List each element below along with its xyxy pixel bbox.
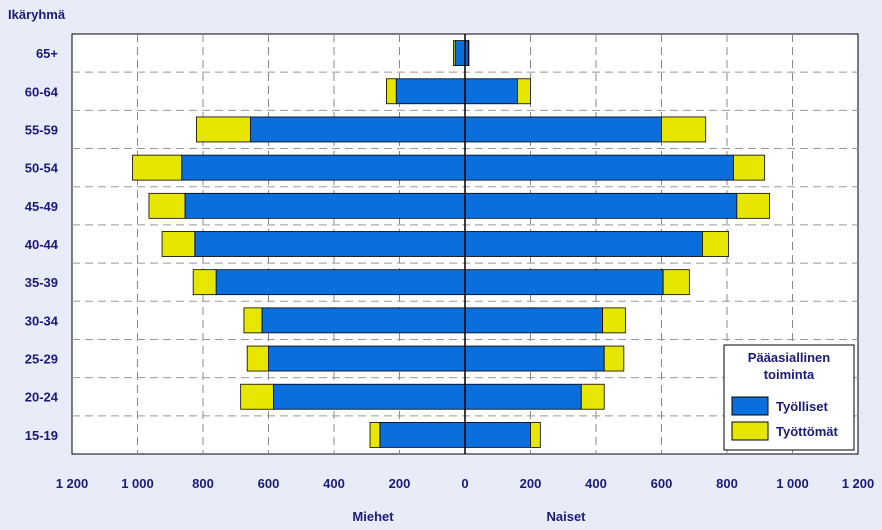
category-labels: 65+ 60-64 55-59 50-54 45-49 40-44 35-39 30-34 25…	[25, 46, 59, 443]
bar-left-unemployed-25-29	[246, 345, 269, 372]
x-tick-label: 1 200	[842, 476, 875, 491]
x-tick-label: 800	[192, 476, 214, 491]
x-tick-label: 600	[258, 476, 280, 491]
bar-left-employed-50-54	[181, 154, 466, 181]
bar-right-employed-30-34	[464, 307, 603, 334]
bar-left-employed-30-34	[261, 307, 466, 334]
x-tick-label: 200	[389, 476, 411, 491]
chart-title: Ikäryhmä	[8, 7, 66, 22]
category-label: 60-64	[25, 84, 59, 99]
bar-right-unemployed-30-34	[602, 307, 626, 334]
category-label: 35-39	[25, 275, 58, 290]
bar-right-unemployed-45-49	[736, 192, 770, 219]
bar-right-unemployed-20-24	[580, 383, 605, 410]
bar-right-employed-45-49	[464, 192, 738, 219]
bar-left-unemployed-15-19	[369, 422, 381, 448]
bar-left-unemployed-30-34	[243, 307, 263, 334]
category-label: 45-49	[25, 199, 58, 214]
category-label: 15-19	[25, 428, 58, 443]
x-tick-label: 600	[651, 476, 673, 491]
bar-left-employed-40-44	[194, 231, 466, 257]
bar-left-unemployed-45-49	[148, 192, 186, 219]
category-label: 50-54	[25, 161, 59, 176]
bar-right-employed-25-29	[464, 345, 605, 372]
legend-swatch-unemployed	[731, 421, 769, 441]
bar-left-employed-60-64	[395, 78, 466, 105]
bar-right-employed-55-59	[464, 116, 662, 143]
bar-right-employed-40-44	[464, 231, 703, 257]
legend-title-line-1: Pääasiallinen	[748, 350, 830, 365]
category-label: 30-34	[25, 313, 59, 328]
bar-left-unemployed-35-39	[192, 269, 217, 296]
bar-left-unemployed-20-24	[240, 383, 274, 410]
bar-right-unemployed-25-29	[603, 345, 625, 372]
x-tick-label: 1 000	[121, 476, 154, 491]
x-tick-label: 200	[520, 476, 542, 491]
category-label: 65+	[36, 46, 58, 61]
legend-label-unemployed: Työttömät	[776, 424, 839, 439]
bar-right-unemployed-40-44	[702, 231, 730, 257]
bar-right-unemployed-15-19	[530, 422, 541, 448]
bar-left-employed-65+	[454, 40, 466, 66]
bar-right-unemployed-55-59	[661, 116, 707, 143]
bar-left-employed-25-29	[268, 345, 466, 372]
x-tick-label: 400	[585, 476, 607, 491]
bar-right-unemployed-60-64	[517, 78, 531, 105]
legend-label-employed: Työlliset	[776, 399, 828, 414]
legend-swatch-employed	[731, 396, 769, 416]
bar-right-employed-20-24	[464, 383, 582, 410]
bar-left-employed-55-59	[250, 116, 466, 143]
bar-left-unemployed-65+	[453, 40, 456, 66]
category-label: 40-44	[25, 237, 59, 252]
bar-right-employed-35-39	[464, 269, 664, 296]
x-tick-label: 0	[461, 476, 468, 491]
group-label-women: Naiset	[546, 509, 586, 524]
bar-left-employed-45-49	[184, 192, 466, 219]
x-tick-labels: 1 200 1 000 800 600 400 200 0 200 400 600 800 1 000…	[56, 476, 875, 491]
bar-right-unemployed-65+	[467, 40, 470, 66]
bar-left-employed-20-24	[273, 383, 466, 410]
bar-right-employed-50-54	[464, 154, 734, 181]
legend: Pääasiallinen toiminta Työlliset Työttöm…	[723, 344, 855, 451]
bar-right-employed-60-64	[464, 78, 518, 105]
bar-left-unemployed-50-54	[132, 154, 183, 181]
bar-right-unemployed-50-54	[733, 154, 766, 181]
bar-left-unemployed-40-44	[161, 231, 196, 257]
category-label: 25-29	[25, 352, 58, 367]
x-tick-label: 800	[716, 476, 738, 491]
x-tick-label: 1 000	[776, 476, 809, 491]
bar-right-unemployed-35-39	[662, 269, 690, 296]
bar-left-unemployed-60-64	[385, 78, 397, 105]
bar-left-employed-35-39	[215, 269, 466, 296]
x-tick-label: 400	[323, 476, 345, 491]
x-tick-label: 1 200	[56, 476, 89, 491]
category-label: 55-59	[25, 122, 58, 137]
bar-right-employed-15-19	[464, 422, 531, 448]
category-label: 20-24	[25, 390, 59, 405]
bar-left-employed-15-19	[379, 422, 466, 448]
group-label-men: Miehet	[352, 509, 394, 524]
legend-title-line-2: toiminta	[764, 367, 815, 382]
bar-left-unemployed-55-59	[196, 116, 251, 143]
bars	[132, 40, 770, 448]
